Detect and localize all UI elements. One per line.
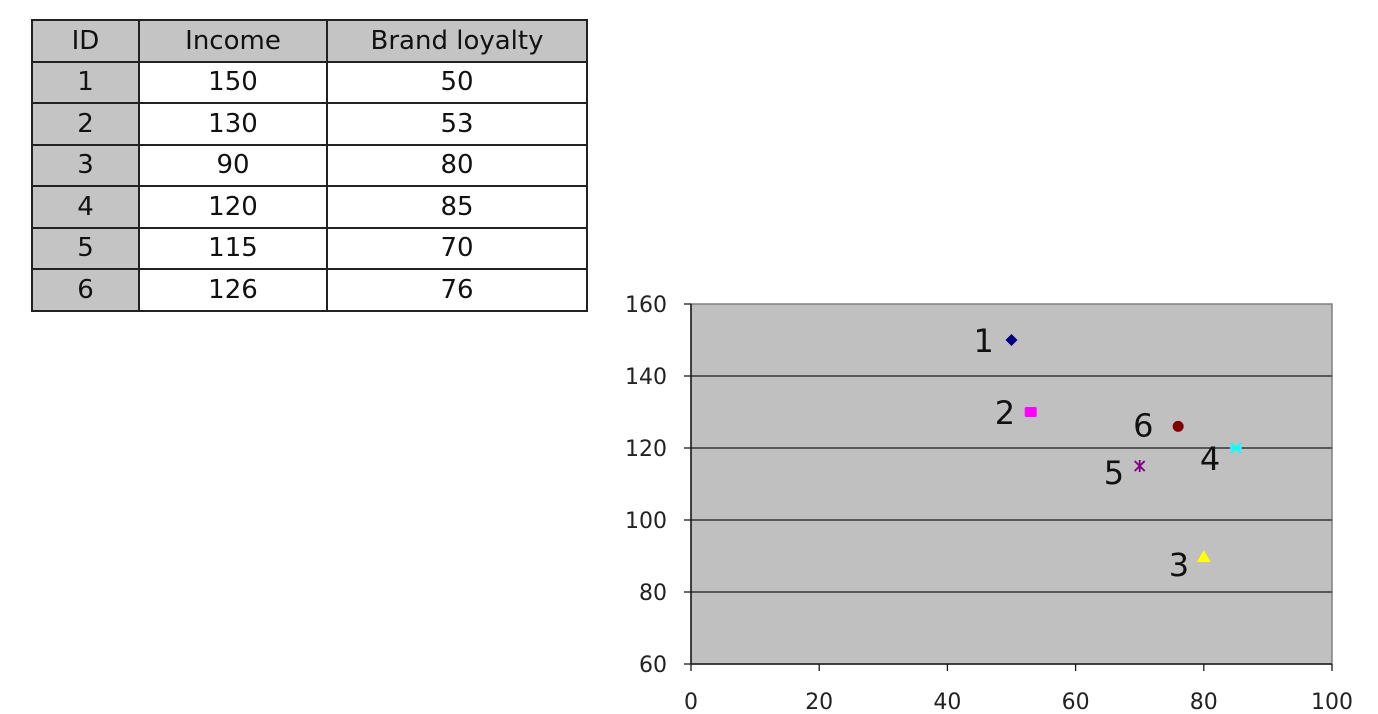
cell-income: 130 [138,102,328,146]
cell-income: 126 [138,268,328,312]
cell-id: 1 [31,60,140,104]
table-row: 1 150 50 [31,60,588,104]
table-row: 4 120 85 [31,185,588,229]
data-point [1024,407,1037,417]
table-row: 5 115 70 [31,226,588,270]
cell-id: 3 [31,143,140,187]
cell-income: 115 [138,226,328,270]
x-tick-label: 80 [1190,690,1218,714]
y-tick-label: 160 [625,293,667,318]
cell-id: 5 [31,226,140,270]
point-label: 5 [1104,454,1124,492]
cell-id: 6 [31,268,140,312]
data-point [1172,420,1184,432]
cell-income: 120 [138,185,328,229]
x-tick-label: 100 [1311,690,1353,714]
table-row: 3 90 80 [31,143,588,187]
data-point [1196,550,1211,562]
x-tick-label: 60 [1062,690,1090,714]
cell-brand-loyalty: 50 [326,60,588,104]
bottom-strip [0,688,1378,714]
cell-brand-loyalty: 70 [326,226,588,270]
y-tick-label: 80 [639,581,667,606]
point-label: 1 [974,322,994,360]
cell-brand-loyalty: 80 [326,143,588,187]
cell-income: 150 [138,60,328,104]
data-table: ID Income Brand loyalty 1 150 50 2 130 5… [31,19,588,312]
plot-area [690,303,1333,665]
x-tick-label: 20 [805,690,833,714]
table-row: 2 130 53 [31,102,588,146]
point-label: 4 [1200,440,1220,478]
data-point [1229,442,1242,454]
data-point [1005,334,1018,346]
x-tick-label: 0 [684,690,698,714]
data-point [1134,460,1146,472]
point-label: 3 [1169,546,1189,584]
cell-brand-loyalty: 85 [326,185,588,229]
cell-brand-loyalty: 76 [326,268,588,312]
cell-id: 2 [31,102,140,146]
point-label: 2 [995,394,1015,432]
y-tick-label: 100 [625,509,667,534]
y-tick-label: 140 [625,365,667,390]
cell-income: 90 [138,143,328,187]
table-header-row: ID Income Brand loyalty [31,19,588,63]
cell-id: 4 [31,185,140,229]
header-income: Income [138,19,328,63]
header-brand-loyalty: Brand loyalty [326,19,588,63]
cell-brand-loyalty: 53 [326,102,588,146]
y-tick-label: 60 [639,653,667,678]
y-tick-label: 120 [625,437,667,462]
point-label: 6 [1133,406,1153,444]
x-tick-label: 40 [933,690,961,714]
table-row: 6 126 76 [31,268,588,312]
header-id: ID [31,19,140,63]
